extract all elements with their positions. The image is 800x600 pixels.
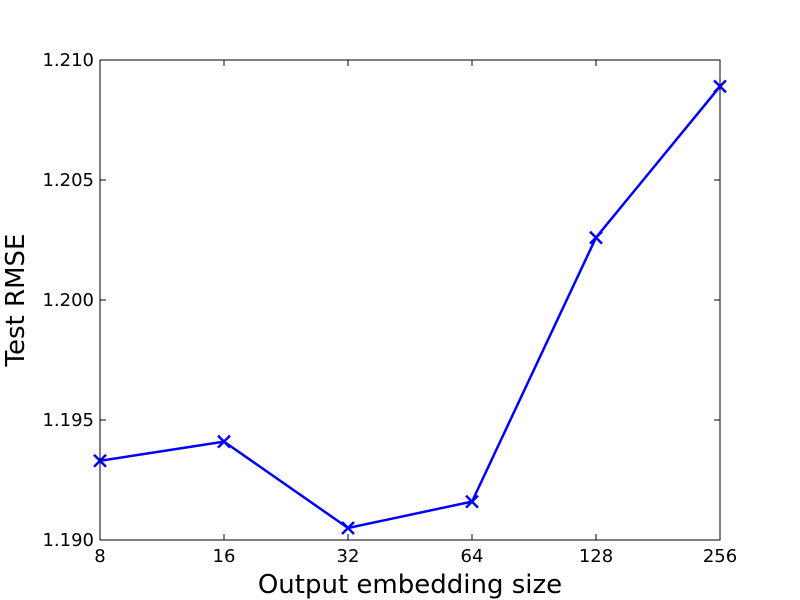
y-tick-label: 1.200: [42, 290, 94, 311]
x-tick-label: 128: [579, 546, 613, 567]
series-line: [99, 85, 721, 530]
x-tick-label: 256: [703, 546, 737, 567]
plot-area-frame: [99, 59, 721, 541]
tick-label-layer: 8 16 32 64 128 256 1.190 1.195 1.200 1.205 1.210: [42, 50, 737, 567]
data-point-x-marker: [465, 494, 479, 509]
y-tick-label: 1.210: [42, 50, 94, 71]
y-tick-label: 1.190: [42, 530, 94, 551]
x-tick-label: 8: [94, 546, 105, 567]
y-tick-label: 1.205: [42, 170, 94, 191]
y-tick-label: 1.195: [42, 410, 94, 431]
data-point-x-marker: [217, 434, 231, 449]
x-tick-label: 64: [461, 546, 484, 567]
data-point-x-marker: [589, 230, 603, 245]
y-axis-title: Test RMSE: [1, 234, 31, 368]
x-axis-title: Output embedding size: [258, 570, 562, 600]
data-point-x-marker: [341, 521, 355, 535]
x-tick-label: 32: [337, 546, 360, 567]
ticks-layer: [99, 59, 721, 541]
x-tick-label: 16: [213, 546, 236, 567]
series-layer: [93, 79, 727, 535]
